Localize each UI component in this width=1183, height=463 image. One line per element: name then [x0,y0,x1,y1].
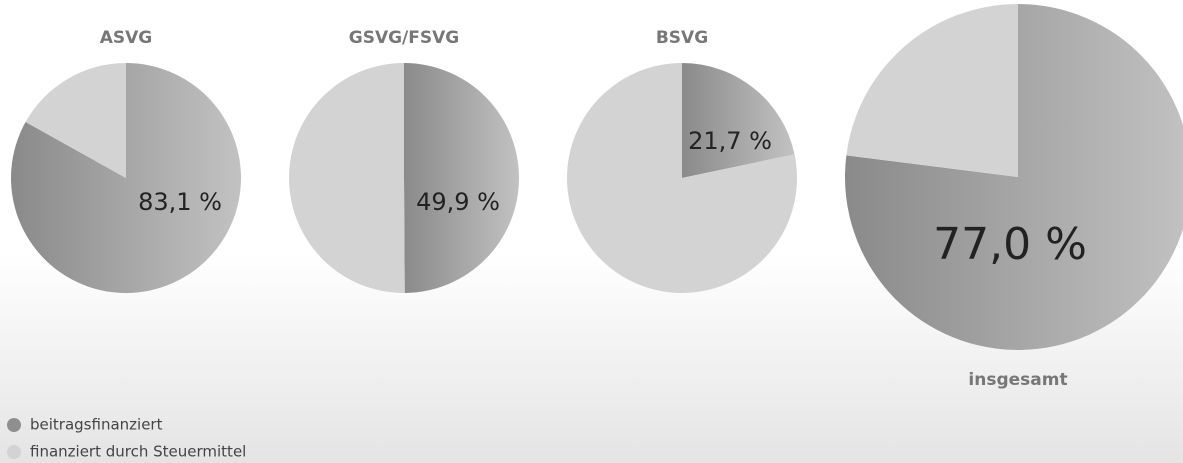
legend-swatch [7,418,21,432]
value-label: 49,9 % [416,188,500,216]
legend-label: beitragsfinanziert [30,416,163,434]
pie-slice [566,63,797,293]
legend-label: finanziert durch Steuermittel [30,443,246,461]
pie-slice [682,63,795,178]
pie-slice [288,63,405,294]
pie-title: BSVG [656,28,708,48]
value-label: 21,7 % [688,127,772,155]
pie-slice [404,63,519,293]
pie-slice [25,62,127,179]
pie-slice [846,4,1018,177]
pie-slice [844,4,1183,350]
pie-title: ASVG [100,28,153,48]
pie-title: GSVG/FSVG [349,28,459,48]
pie-title: insgesamt [968,370,1067,390]
value-label: 83,1 % [138,188,222,216]
value-label: 77,0 % [933,219,1087,270]
legend-swatch [7,445,21,459]
